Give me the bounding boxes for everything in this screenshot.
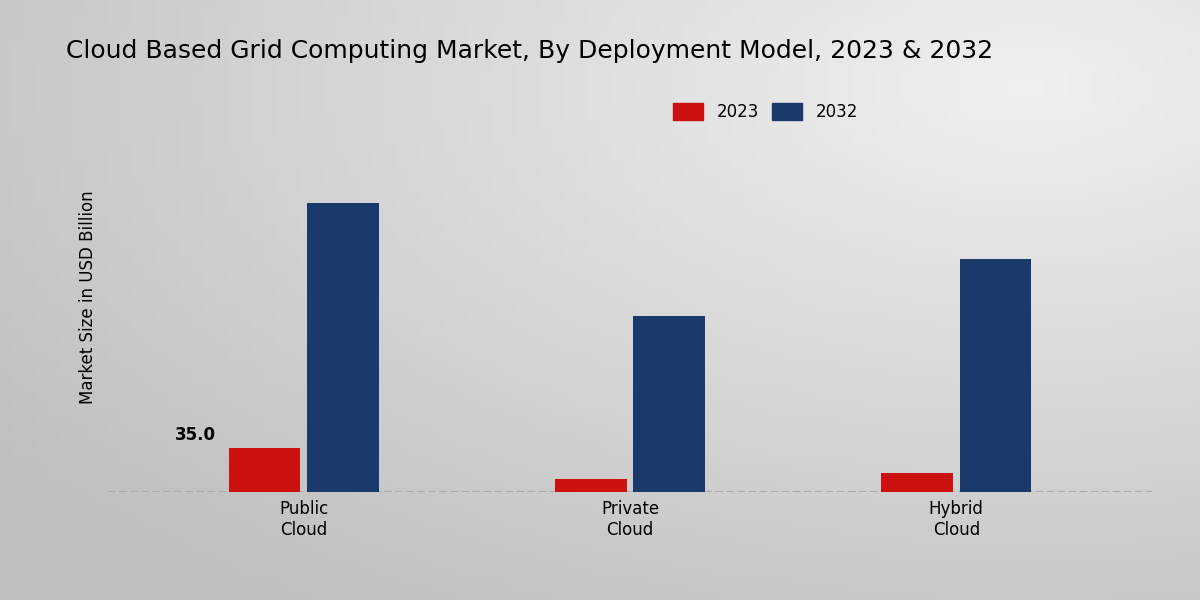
Text: 35.0: 35.0	[175, 426, 216, 444]
Bar	[229, 448, 300, 492]
Bar	[960, 259, 1031, 492]
Bar	[554, 479, 626, 492]
Y-axis label: Market Size in USD Billion: Market Size in USD Billion	[79, 190, 97, 404]
Text: Cloud Based Grid Computing Market, By Deployment Model, 2023 & 2032: Cloud Based Grid Computing Market, By De…	[66, 39, 994, 63]
Bar	[307, 203, 379, 492]
Bar	[881, 473, 953, 492]
Legend: 2023, 2032: 2023, 2032	[673, 103, 858, 121]
Bar	[634, 316, 706, 492]
